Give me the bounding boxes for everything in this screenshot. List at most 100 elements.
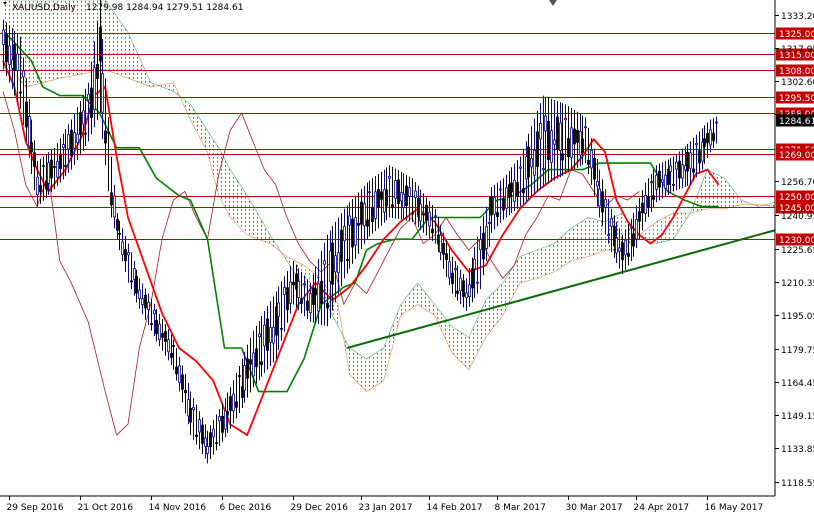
candle-bearish [346, 259, 349, 261]
candle-bullish [28, 116, 31, 147]
x-tick-label: 30 Mar 2017 [566, 503, 623, 513]
candle-bearish [652, 195, 655, 200]
candle-bullish [178, 365, 181, 384]
x-tick-label: 14 Nov 2016 [149, 503, 207, 513]
candle-bullish [530, 158, 533, 168]
candle-bearish [431, 228, 434, 234]
candle-bullish [363, 203, 366, 227]
candle-bullish [317, 283, 320, 312]
level-label-bg [776, 27, 814, 40]
candle-bullish [661, 179, 664, 183]
candle-bullish [695, 143, 698, 146]
candle-bearish [647, 196, 650, 208]
candle-bullish [519, 166, 522, 169]
candle-bearish [195, 434, 198, 437]
candle-bullish [434, 215, 437, 218]
candle-bearish [357, 222, 360, 226]
candle-bullish [584, 126, 587, 129]
ichimoku-cloud [2, 0, 775, 392]
candle-bullish [337, 252, 340, 274]
current-price-label: 1284.61 [779, 117, 814, 127]
candle-bearish [215, 442, 218, 445]
candle-bullish [348, 215, 351, 226]
candle-bullish [76, 133, 79, 144]
candle-bullish [402, 193, 405, 208]
candle-bearish [209, 432, 212, 448]
candle-bullish [8, 45, 11, 66]
y-tick-label: 1210.35 [781, 279, 814, 289]
candle-bullish [681, 164, 684, 179]
candle-bullish [272, 326, 275, 344]
candle-bullish [664, 174, 667, 189]
level-label: 1230.00 [779, 236, 814, 246]
chikou-span-line [2, 91, 640, 436]
candle-bullish [67, 134, 70, 150]
candle-bullish [47, 162, 50, 184]
candle-bullish [715, 121, 718, 124]
candle-bearish [286, 287, 289, 311]
candle-bullish [73, 132, 76, 149]
x-tick-label: 8 Mar 2017 [495, 503, 546, 513]
candle-bearish [249, 359, 252, 365]
candle-bearish [573, 128, 576, 145]
candle-bearish [118, 233, 121, 235]
candle-bearish [397, 179, 400, 204]
candle-bullish [36, 176, 39, 196]
candle-bullish [368, 191, 371, 194]
candle-bullish [476, 281, 479, 284]
candle-bullish [419, 203, 422, 222]
x-tick-label: 29 Sep 2016 [7, 503, 64, 513]
x-tick-label: 23 Jan 2017 [359, 503, 413, 513]
candle-bearish [64, 165, 67, 168]
candle-bullish [689, 152, 692, 169]
candle-bearish [510, 182, 513, 193]
y-tick-label: 1149.15 [781, 412, 814, 422]
symbol-menu-icon[interactable] [3, 2, 7, 5]
y-tick-label: 1118.55 [781, 479, 814, 489]
candle-bearish [107, 131, 110, 134]
candle-bearish [371, 207, 374, 222]
candle-bullish [618, 247, 621, 252]
candle-bullish [303, 283, 306, 286]
candle-bullish [62, 144, 65, 148]
candle-bearish [422, 213, 425, 216]
candle-bullish [408, 187, 411, 197]
candle-bullish [550, 130, 553, 163]
candle-bearish [482, 232, 485, 260]
candle-bearish [300, 298, 303, 304]
candle-bearish [462, 280, 465, 297]
level-label: 1308.00 [779, 67, 814, 77]
candle-bullish [448, 261, 451, 279]
candle-bearish [170, 352, 173, 358]
candle-bullish [93, 67, 96, 111]
candle-bullish [635, 218, 638, 240]
trendline[interactable] [346, 226, 790, 349]
y-tick-label: 1317.95 [781, 45, 814, 55]
y-tick-label: 1133.85 [781, 445, 814, 455]
candle-bearish [84, 132, 87, 135]
candle-bearish [292, 281, 295, 286]
candle-bearish [516, 182, 519, 197]
candle-bullish [16, 53, 19, 72]
candle-bullish [630, 226, 633, 229]
candle-bullish [533, 149, 536, 176]
candle-bearish [312, 287, 315, 305]
candle-bearish [360, 201, 363, 225]
level-label: 1295.50 [779, 94, 814, 104]
chart-header: XAUUSD,Daily 1279.98 1284.94 1279.51 128… [12, 3, 243, 13]
candle-bullish [468, 284, 471, 297]
kumo-bearish [642, 213, 688, 244]
candle-bullish [669, 165, 672, 172]
kumo-bullish [343, 213, 637, 392]
candle-bearish [366, 219, 369, 227]
candle-bearish [326, 302, 329, 309]
candle-bearish [536, 131, 539, 168]
trendline-group [346, 226, 790, 349]
level-label: 1250.00 [779, 193, 814, 203]
current-price-tag [776, 114, 814, 127]
candle-bearish [391, 204, 394, 209]
candle-bullish [505, 187, 508, 209]
candle-bearish [229, 396, 232, 411]
candle-bearish [184, 390, 187, 394]
